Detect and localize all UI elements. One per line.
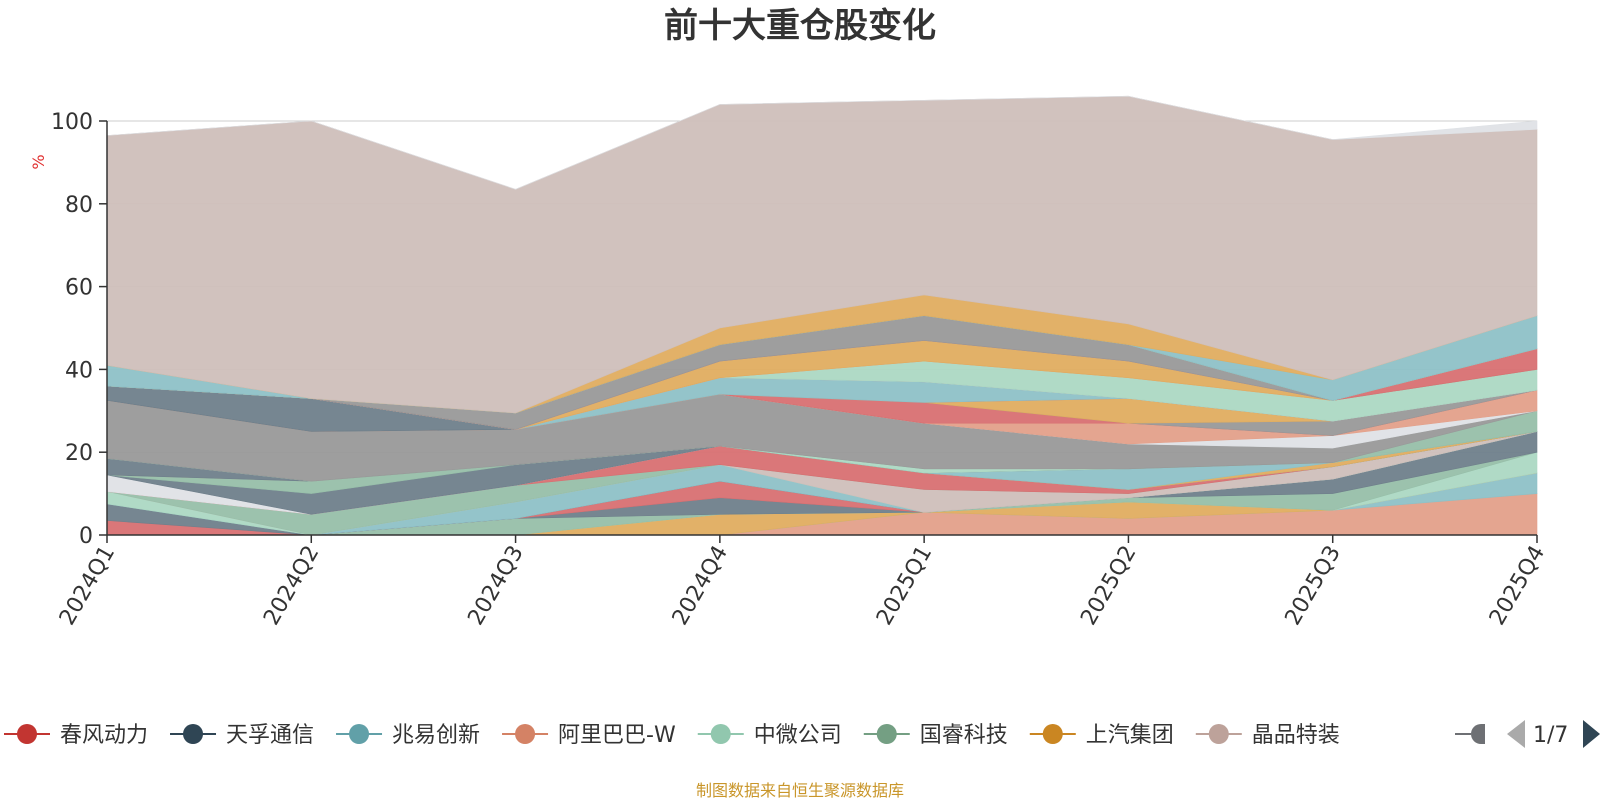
y-tick-label: 0: [79, 524, 93, 549]
legend-item[interactable]: 阿里巴巴-W: [502, 723, 676, 748]
legend-label: 晶品特装: [1252, 723, 1340, 748]
legend-marker: [710, 724, 731, 744]
x-tick-label: 2024Q4: [668, 542, 733, 630]
area-44-Series 8[interactable]: [106, 95, 1538, 190]
legend[interactable]: 春风动力 天孚通信 兆易创新 阿里巴巴-W 中微公司 国睿科技 上汽集团 晶品特装 1/7: [4, 720, 1600, 748]
legend-marker: [1042, 724, 1063, 744]
legend-item[interactable]: 兆易创新: [336, 723, 480, 748]
area-series: [106, 95, 1538, 536]
legend-item[interactable]: 晶品特装: [1195, 723, 1340, 748]
legend-label: 天孚通信: [226, 723, 314, 748]
legend-marker: [17, 724, 37, 744]
y-tick-label: 60: [65, 276, 93, 301]
x-tick-label: 2025Q4: [1485, 542, 1550, 630]
legend-marker: [1208, 724, 1229, 744]
legend-marker: [183, 724, 204, 744]
legend-marker: [876, 724, 897, 744]
legend-label: 春风动力: [60, 723, 148, 748]
legend-label: 中微公司: [754, 723, 842, 748]
y-tick-label: 20: [65, 441, 93, 466]
legend-item[interactable]: 国睿科技: [863, 723, 1008, 748]
legend-page-indicator: 1/7: [1533, 723, 1568, 748]
x-tick-label: 2024Q3: [463, 542, 528, 630]
legend-item[interactable]: 春风动力: [4, 723, 148, 748]
x-tick-label: 2024Q2: [259, 542, 324, 630]
x-tick-label: 2025Q3: [1281, 542, 1346, 630]
legend-label: 阿里巴巴-W: [558, 723, 676, 748]
legend-label: 上汽集团: [1086, 723, 1174, 748]
legend-label: 兆易创新: [392, 723, 480, 748]
legend-label: 国睿科技: [920, 723, 1008, 748]
data-source-note: 制图数据来自恒生聚源数据库: [696, 781, 904, 800]
legend-marker: [349, 724, 370, 744]
legend-prev-page-icon[interactable]: [1507, 720, 1525, 748]
y-axis-unit: %: [29, 154, 48, 169]
legend-overflow-marker: [1471, 724, 1485, 744]
y-tick-label: 100: [51, 110, 93, 135]
legend-next-page-icon[interactable]: [1583, 720, 1600, 748]
y-tick-label: 80: [65, 193, 93, 218]
legend-marker: [515, 724, 536, 744]
legend-item[interactable]: 天孚通信: [170, 723, 314, 748]
y-tick-label: 40: [65, 358, 93, 383]
chart-title: 前十大重仓股变化: [664, 6, 936, 46]
x-tick-label: 2025Q2: [1076, 542, 1141, 630]
legend-item[interactable]: 上汽集团: [1029, 723, 1174, 748]
x-tick-label: 2024Q1: [55, 542, 120, 630]
x-tick-label: 2025Q1: [872, 542, 937, 630]
legend-item[interactable]: 中微公司: [697, 723, 842, 748]
